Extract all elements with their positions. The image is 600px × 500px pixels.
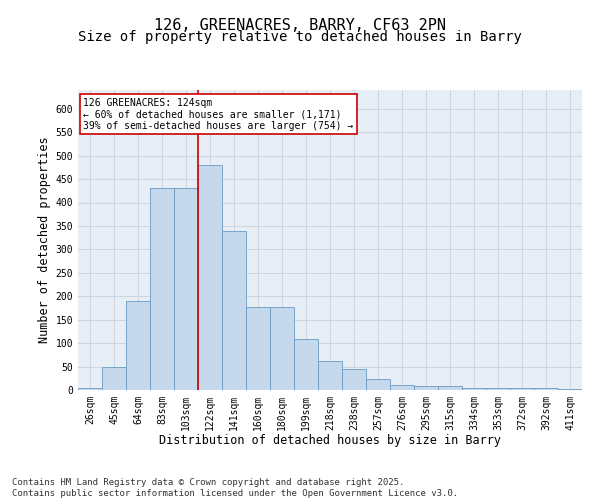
Bar xyxy=(414,386,438,390)
Bar xyxy=(486,388,510,390)
Bar xyxy=(246,306,270,390)
Bar xyxy=(558,388,582,390)
X-axis label: Distribution of detached houses by size in Barry: Distribution of detached houses by size … xyxy=(159,434,501,448)
Text: 126 GREENACRES: 124sqm
← 60% of detached houses are smaller (1,171)
39% of semi-: 126 GREENACRES: 124sqm ← 60% of detached… xyxy=(83,98,353,130)
Bar xyxy=(462,388,486,390)
Bar xyxy=(366,379,390,390)
Bar xyxy=(102,366,126,390)
Bar xyxy=(198,165,222,390)
Text: 126, GREENACRES, BARRY, CF63 2PN: 126, GREENACRES, BARRY, CF63 2PN xyxy=(154,18,446,32)
Bar xyxy=(222,230,246,390)
Bar xyxy=(510,388,534,390)
Bar xyxy=(318,361,342,390)
Text: Size of property relative to detached houses in Barry: Size of property relative to detached ho… xyxy=(78,30,522,44)
Bar xyxy=(438,386,462,390)
Bar xyxy=(126,301,150,390)
Bar xyxy=(150,188,174,390)
Bar xyxy=(174,188,198,390)
Bar xyxy=(342,370,366,390)
Bar xyxy=(390,385,414,390)
Bar xyxy=(270,306,294,390)
Text: Contains HM Land Registry data © Crown copyright and database right 2025.
Contai: Contains HM Land Registry data © Crown c… xyxy=(12,478,458,498)
Bar xyxy=(78,388,102,390)
Bar xyxy=(294,340,318,390)
Bar xyxy=(534,388,558,390)
Y-axis label: Number of detached properties: Number of detached properties xyxy=(38,136,52,344)
